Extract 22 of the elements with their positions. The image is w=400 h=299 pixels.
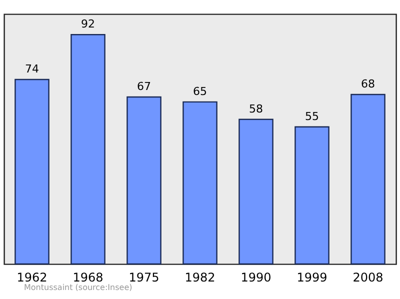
x-tick-label: 1999 [296, 270, 328, 284]
bar [238, 118, 274, 265]
data-label: 67 [137, 80, 151, 93]
x-tick-label: 1962 [16, 270, 48, 284]
text: Montussaint (source:Insee) [24, 283, 132, 292]
x-tick-label: 1982 [184, 270, 216, 284]
bar [294, 126, 330, 265]
x-tick-label: 2008 [352, 270, 384, 284]
bar [14, 78, 50, 265]
data-label: 55 [305, 110, 319, 123]
bar [126, 96, 162, 265]
data-label: 58 [249, 102, 263, 116]
bar [70, 34, 106, 265]
x-tick-label: 1968 [72, 270, 104, 284]
data-label: 92 [81, 18, 95, 31]
x-tick-label: 1975 [128, 270, 160, 284]
data-label: 65 [193, 84, 207, 98]
data-label: 74 [25, 62, 39, 76]
bar [350, 94, 386, 265]
x-tick-label: 1990 [240, 270, 272, 284]
data-label: 68 [361, 77, 375, 90]
bar [182, 101, 218, 265]
